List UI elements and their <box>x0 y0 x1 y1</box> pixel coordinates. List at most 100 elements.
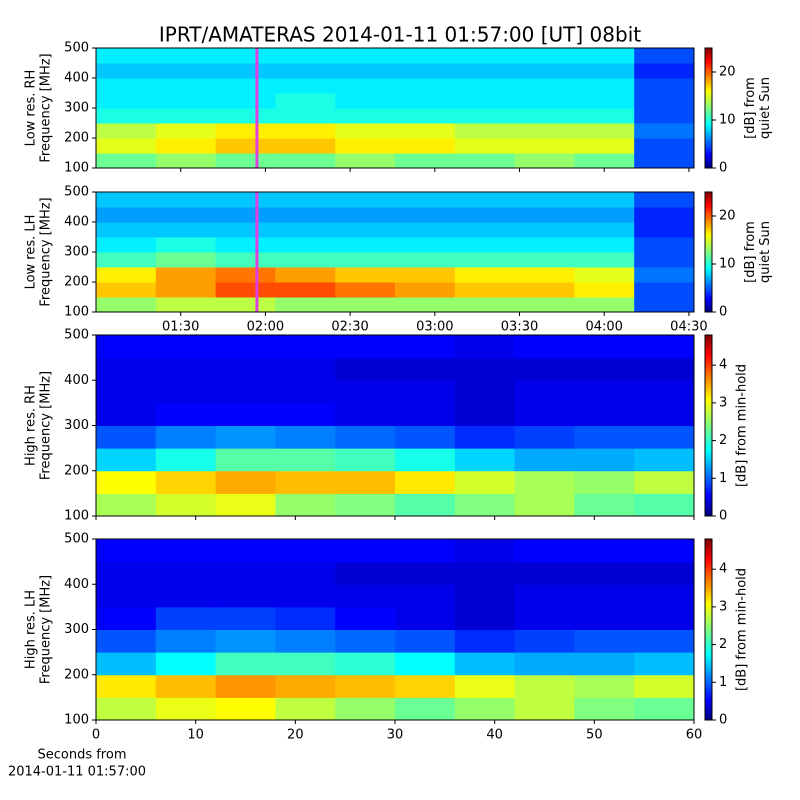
heatmap-cell <box>514 584 575 608</box>
heatmap-cell <box>275 493 336 517</box>
heatmap-cell <box>335 267 396 283</box>
heatmap-cell <box>634 192 695 208</box>
heatmap-cell <box>335 297 396 313</box>
heatmap-cell <box>395 48 456 64</box>
heatmap-cell <box>335 357 396 381</box>
heatmap-cell <box>574 93 635 109</box>
heatmap-cell <box>395 297 456 313</box>
heatmap-cell <box>96 48 157 64</box>
heatmap-cell <box>454 207 516 223</box>
heatmap-cell <box>514 297 575 313</box>
colorbar-label: [dB] from min-hold <box>735 568 750 691</box>
heatmap-cell <box>96 78 157 94</box>
heatmap-cell <box>514 652 575 676</box>
heatmap-cell <box>96 606 157 630</box>
heatmap-cell <box>454 629 516 653</box>
heatmap-cell <box>275 267 336 283</box>
heatmap-cell <box>155 448 217 472</box>
y-tick-label: 400 <box>64 577 89 592</box>
colorbar-label: quiet Sun <box>758 221 773 283</box>
heatmap-cell <box>574 584 635 608</box>
heatmap-cell <box>454 606 516 630</box>
heatmap-cell <box>155 629 217 653</box>
heatmap-cell <box>335 629 396 653</box>
heatmap-cell <box>96 402 157 426</box>
heatmap-cell <box>96 282 157 298</box>
heatmap-cell <box>514 539 575 563</box>
heatmap-cell <box>215 123 276 139</box>
heatmap-cell <box>96 448 157 472</box>
colorbar-tick-label: 10 <box>719 113 736 128</box>
heatmap-cell <box>395 539 456 563</box>
y-axis-label: Frequency [MHz] <box>39 575 54 684</box>
heatmap-cell <box>514 282 575 298</box>
heatmap-cell <box>395 207 456 223</box>
heatmap-cell <box>96 222 157 238</box>
heatmap-cell <box>634 138 695 154</box>
heatmap-cell <box>215 380 276 404</box>
heatmap-cell <box>275 237 336 253</box>
colorbar-tick-label: 1 <box>719 471 727 486</box>
heatmap-cell <box>155 108 217 124</box>
heatmap-cell <box>335 237 396 253</box>
heatmap-cell <box>395 222 456 238</box>
heatmap-cell <box>275 192 336 208</box>
heatmap-cell <box>514 380 575 404</box>
heatmap-cell <box>96 63 157 79</box>
y-axis-label: High res. RH <box>24 385 39 466</box>
heatmap-cell <box>634 584 695 608</box>
heatmap-cell <box>395 448 456 472</box>
heatmap-cell <box>634 222 695 238</box>
heatmap-cell <box>215 674 276 698</box>
colorbar-tick-label: 0 <box>719 713 727 728</box>
heatmap-cell <box>96 267 157 283</box>
y-tick-label: 100 <box>64 509 89 524</box>
y-tick-label: 300 <box>64 101 89 116</box>
heatmap-cell <box>155 539 217 563</box>
heatmap-cell <box>634 402 695 426</box>
heatmap-cell <box>634 380 695 404</box>
heatmap-cell <box>335 222 396 238</box>
heatmap-cell <box>335 335 396 359</box>
heatmap-cell <box>215 493 276 517</box>
heatmap-cell <box>275 584 336 608</box>
heatmap-cell <box>215 153 276 169</box>
heatmap-cell <box>275 153 336 169</box>
heatmap-cell <box>514 448 575 472</box>
heatmap-cell <box>634 697 695 721</box>
heatmap-cell <box>454 252 516 268</box>
heatmap-cell <box>514 697 575 721</box>
heatmap-cell <box>335 425 396 449</box>
heatmap-cell <box>454 357 516 381</box>
x-axis-label: Seconds from <box>37 748 126 763</box>
y-tick-label: 500 <box>64 532 89 547</box>
heatmap-cell <box>96 93 157 109</box>
heatmap-cell <box>454 448 516 472</box>
x-tick-label: 30 <box>387 728 404 743</box>
heatmap-cell <box>634 539 695 563</box>
heatmap-cell <box>395 402 456 426</box>
heatmap-cell <box>335 78 396 94</box>
heatmap-cell <box>634 237 695 253</box>
heatmap-cell <box>155 697 217 721</box>
y-axis-label: Low res. LH <box>24 215 39 290</box>
heatmap-cell <box>454 123 516 139</box>
heatmap-cell <box>454 78 516 94</box>
heatmap-cell <box>514 63 575 79</box>
heatmap-cell <box>634 652 695 676</box>
heatmap-cell <box>215 470 276 494</box>
heatmap-cell <box>395 252 456 268</box>
heatmap-cell <box>395 652 456 676</box>
heatmap-cell <box>395 561 456 585</box>
heatmap-cell <box>634 153 695 169</box>
heatmap-cell <box>335 674 396 698</box>
heatmap-cell <box>155 425 217 449</box>
heatmap-cell <box>215 697 276 721</box>
heatmap-cell <box>454 93 516 109</box>
colorbar-tick-label: 2 <box>719 433 727 448</box>
heatmap-cell <box>454 380 516 404</box>
heatmap-cell <box>514 237 575 253</box>
heatmap-cell <box>275 108 336 124</box>
heatmap-cell <box>215 78 276 94</box>
heatmap-cell <box>335 108 396 124</box>
